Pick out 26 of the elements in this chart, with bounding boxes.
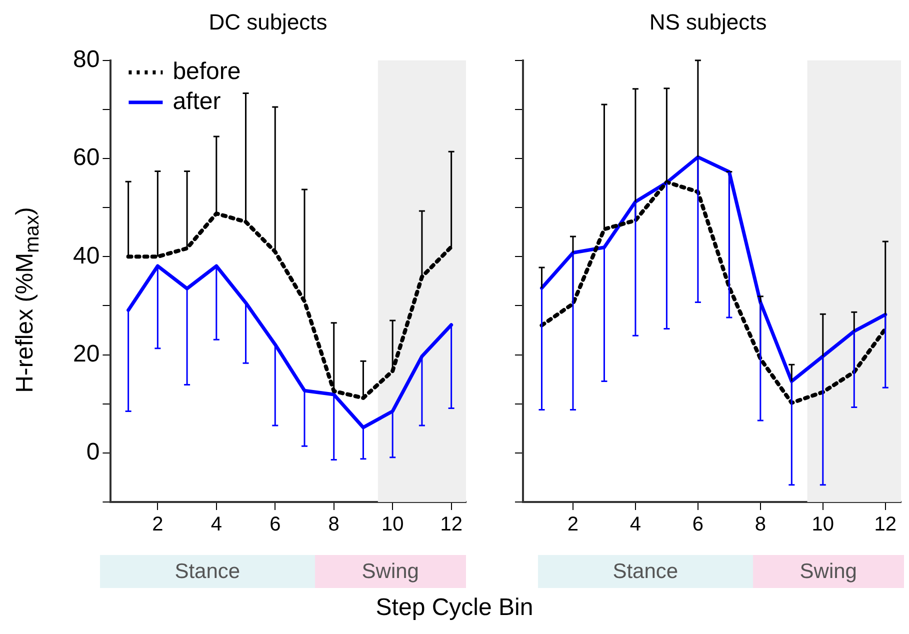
x-tick-label: 6: [270, 514, 281, 536]
x-tick-label: 10: [381, 514, 404, 536]
x-tick-label: 12: [440, 514, 462, 536]
x-tick-label: 10: [812, 514, 834, 536]
text: Stance: [538, 555, 753, 588]
text: Swing: [314, 555, 466, 588]
x-tick-label: 2: [567, 514, 579, 536]
x-tick-label: 2: [152, 514, 164, 536]
text: Swing: [752, 555, 904, 588]
y-tick-label: 40: [72, 242, 100, 270]
x-tick-label: 8: [328, 514, 340, 536]
y-tick-label: 60: [72, 144, 100, 172]
x-tick-label: 12: [874, 514, 897, 536]
x-tick-label: 4: [630, 514, 642, 536]
legend-label: before: [172, 58, 241, 86]
chart-title: NS subjects: [649, 9, 767, 34]
x-tick-label: 4: [210, 514, 222, 536]
y-tick-label: 80: [72, 46, 100, 74]
y-tick-label: 0: [86, 438, 100, 466]
chart-title: DC subjects: [208, 9, 328, 34]
x-tick-label: 8: [754, 514, 766, 536]
text: Stance: [100, 555, 315, 588]
legend-label: after: [172, 88, 221, 116]
x-axis-title: Step Cycle Bin: [374, 594, 534, 622]
y-tick-label: 20: [72, 340, 100, 368]
x-tick-label: 6: [692, 514, 704, 536]
